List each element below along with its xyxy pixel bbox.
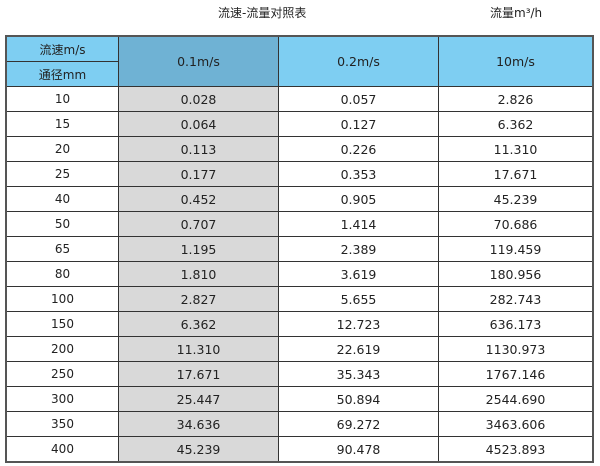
flow-cell: 0.113 (118, 136, 279, 162)
flow-cell: 0.353 (278, 161, 439, 187)
flow-cell: 0.452 (118, 186, 279, 212)
diameter-cell: 400 (5, 436, 119, 463)
flow-cell: 1.810 (118, 261, 279, 287)
header-row: 流速m/s 0.1m/s 0.2m/s 10m/s (5, 35, 594, 87)
diameter-cell: 40 (5, 186, 119, 212)
flow-cell: 0.127 (278, 111, 439, 137)
header-diameter: 通径mm (5, 61, 119, 87)
table-row: 200 11.310 22.619 1130.973 (5, 336, 594, 362)
flow-cell: 12.723 (278, 311, 439, 337)
flow-cell: 282.743 (438, 286, 594, 312)
diameter-cell: 25 (5, 161, 119, 187)
table-row: 25 0.177 0.353 17.671 (5, 161, 594, 187)
flow-cell: 0.177 (118, 161, 279, 187)
flow-cell: 90.478 (278, 436, 439, 463)
flow-cell: 45.239 (118, 436, 279, 463)
flow-table: 流速m/s 0.1m/s 0.2m/s 10m/s 通径mm 10 0.028 0.… (5, 35, 594, 463)
header-col-3: 10m/s (438, 35, 594, 87)
flow-cell: 119.459 (438, 236, 594, 262)
diameter-cell: 150 (5, 311, 119, 337)
flow-cell: 0.057 (278, 86, 439, 112)
flow-cell: 17.671 (118, 361, 279, 387)
table-row: 350 34.636 69.272 3463.606 (5, 411, 594, 437)
flow-cell: 1767.146 (438, 361, 594, 387)
table-title: 流速-流量对照表 (218, 6, 307, 20)
diameter-cell: 250 (5, 361, 119, 387)
diameter-cell: 20 (5, 136, 119, 162)
header-velocity: 流速m/s (5, 35, 119, 62)
flow-cell: 636.173 (438, 311, 594, 337)
flow-cell: 2.826 (438, 86, 594, 112)
diameter-cell: 50 (5, 211, 119, 237)
diameter-cell: 100 (5, 286, 119, 312)
flow-cell: 1.414 (278, 211, 439, 237)
flow-cell: 11.310 (118, 336, 279, 362)
table-row: 50 0.707 1.414 70.686 (5, 211, 594, 237)
flow-cell: 11.310 (438, 136, 594, 162)
table-row: 250 17.671 35.343 1767.146 (5, 361, 594, 387)
header-col-1: 0.1m/s (118, 35, 279, 87)
flow-cell: 1.195 (118, 236, 279, 262)
table-row: 400 45.239 90.478 4523.893 (5, 436, 594, 463)
table-row: 80 1.810 3.619 180.956 (5, 261, 594, 287)
flow-cell: 25.447 (118, 386, 279, 412)
flow-cell: 70.686 (438, 211, 594, 237)
table-row: 20 0.113 0.226 11.310 (5, 136, 594, 162)
flow-cell: 35.343 (278, 361, 439, 387)
table-row: 150 6.362 12.723 636.173 (5, 311, 594, 337)
diameter-cell: 10 (5, 86, 119, 112)
diameter-cell: 65 (5, 236, 119, 262)
flow-cell: 0.905 (278, 186, 439, 212)
flow-cell: 2.827 (118, 286, 279, 312)
flow-cell: 180.956 (438, 261, 594, 287)
header-row-2: 通径mm (5, 61, 593, 87)
table-row: 65 1.195 2.389 119.459 (5, 236, 594, 262)
flow-cell: 1130.973 (438, 336, 594, 362)
flow-cell: 3463.606 (438, 411, 594, 437)
flow-cell: 6.362 (438, 111, 594, 137)
flow-cell: 6.362 (118, 311, 279, 337)
flow-cell: 45.239 (438, 186, 594, 212)
table-row: 100 2.827 5.655 282.743 (5, 286, 594, 312)
header-col-2: 0.2m/s (278, 35, 439, 87)
flow-cell: 0.707 (118, 211, 279, 237)
flow-cell: 5.655 (278, 286, 439, 312)
table-row: 300 25.447 50.894 2544.690 (5, 386, 594, 412)
flow-cell: 50.894 (278, 386, 439, 412)
table-row: 10 0.028 0.057 2.826 (5, 86, 594, 112)
flow-cell: 4523.893 (438, 436, 594, 463)
flow-cell: 2544.690 (438, 386, 594, 412)
diameter-cell: 15 (5, 111, 119, 137)
flow-cell: 34.636 (118, 411, 279, 437)
table-row: 40 0.452 0.905 45.239 (5, 186, 594, 212)
flow-cell: 69.272 (278, 411, 439, 437)
diameter-cell: 200 (5, 336, 119, 362)
flow-cell: 17.671 (438, 161, 594, 187)
diameter-cell: 300 (5, 386, 119, 412)
unit-label: 流量m³/h (490, 6, 543, 20)
table-row: 15 0.064 0.127 6.362 (5, 111, 594, 137)
flow-cell: 0.028 (118, 86, 279, 112)
diameter-cell: 80 (5, 261, 119, 287)
flow-cell: 22.619 (278, 336, 439, 362)
flow-cell: 0.064 (118, 111, 279, 137)
flow-cell: 0.226 (278, 136, 439, 162)
diameter-cell: 350 (5, 411, 119, 437)
flow-cell: 2.389 (278, 236, 439, 262)
flow-cell: 3.619 (278, 261, 439, 287)
